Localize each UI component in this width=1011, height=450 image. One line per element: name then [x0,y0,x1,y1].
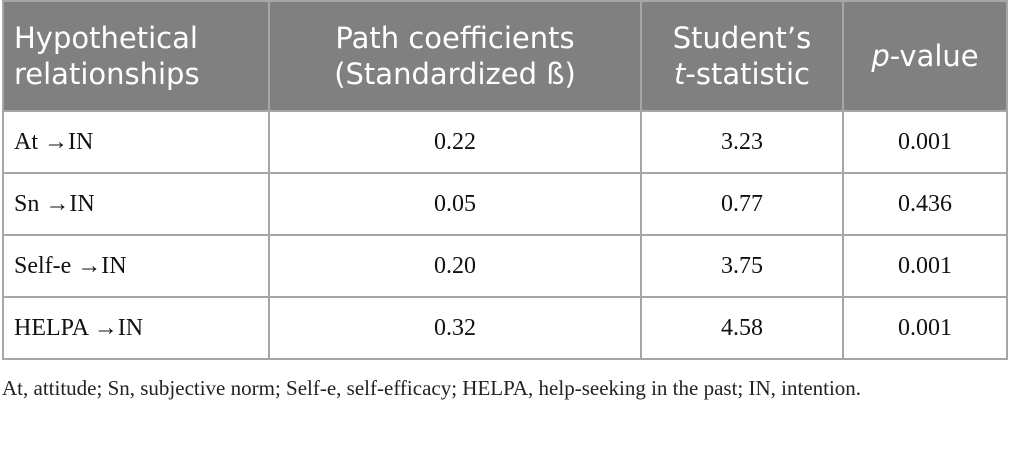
header-text: Student’s [672,21,812,55]
table-row: At →IN 0.22 3.23 0.001 [2,110,1008,174]
header-text: Hypothetical [14,21,198,55]
header-text: (Standardized ß) [334,57,576,91]
relationship-cell: At →IN [2,110,270,174]
value-cell: 0.001 [842,110,1008,174]
value-cell: 0.32 [268,296,642,360]
header-text: -statistic [685,57,810,91]
relationship-cell: Sn →IN [2,172,270,236]
header-text: relationships [14,57,200,91]
table-wrap: Hypothetical relationships Path coefficie… [2,0,1008,360]
value-cell: 0.20 [268,234,642,298]
value-cell: 0.001 [842,296,1008,360]
header-cell: Path coefficients (Standardized ß) [268,0,642,112]
table-row: Self-e →IN 0.20 3.75 0.001 [2,234,1008,298]
value-cell: 0.436 [842,172,1008,236]
table-row: HELPA →IN 0.32 4.58 0.001 [2,296,1008,360]
value-cell: 0.001 [842,234,1008,298]
value-cell: 3.23 [640,110,844,174]
results-table: Hypothetical relationships Path coefficie… [2,0,1008,360]
value-cell: 0.77 [640,172,844,236]
value-cell: 0.22 [268,110,642,174]
value-cell: 4.58 [640,296,844,360]
footnote: At, attitude; Sn, subjective norm; Self-… [2,376,862,400]
header-cell: Student’s t-statistic [640,0,844,112]
header-cell: p-value [842,0,1008,112]
header-row: Hypothetical relationships Path coefficie… [2,0,1008,112]
header-text: -value [889,39,979,73]
header-italic: p [871,39,890,73]
relationship-cell: HELPA →IN [2,296,270,360]
table-row: Sn →IN 0.05 0.77 0.436 [2,172,1008,236]
header-cell: Hypothetical relationships [2,0,270,112]
value-cell: 0.05 [268,172,642,236]
relationship-cell: Self-e →IN [2,234,270,298]
value-cell: 3.75 [640,234,844,298]
header-italic: t [674,57,686,91]
table-body: At →IN 0.22 3.23 0.001 Sn →IN 0.05 0.77 0.436 Se… [2,110,1008,360]
header-text: Path coefficients [335,21,575,55]
